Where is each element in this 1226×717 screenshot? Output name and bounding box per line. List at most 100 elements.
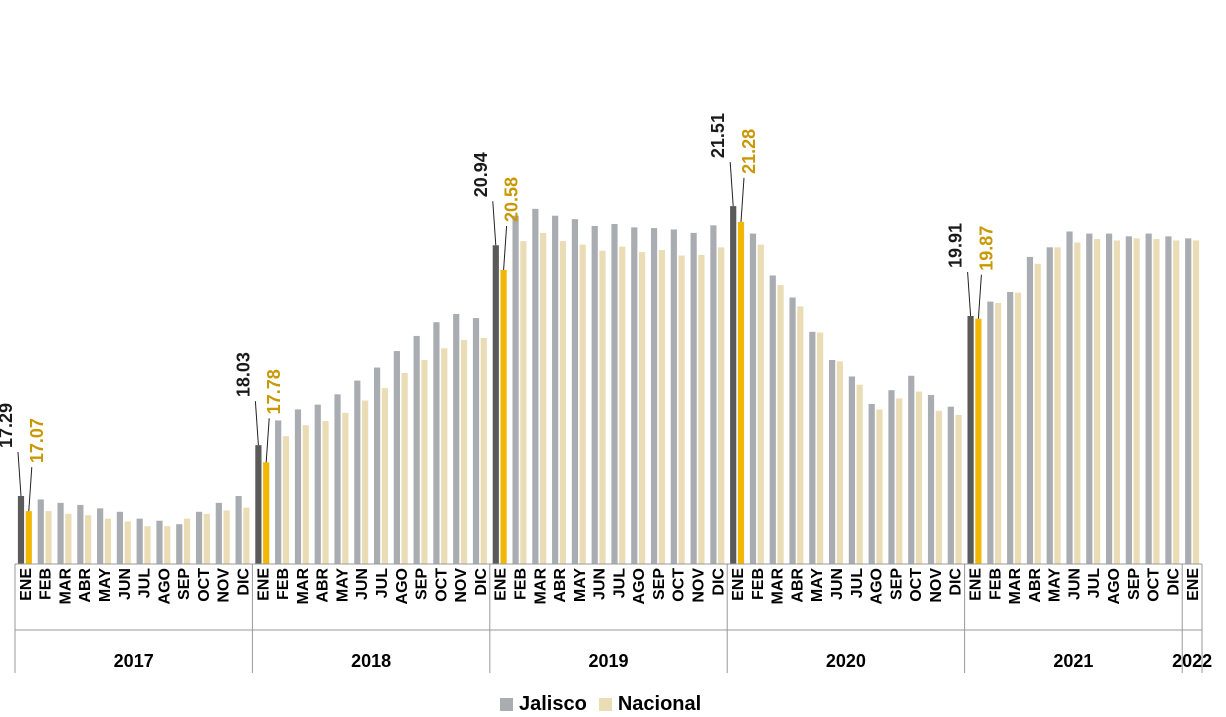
data-label-nacional: 20.58 xyxy=(502,177,522,222)
bar-jalisco xyxy=(1185,238,1192,564)
bar-jalisco xyxy=(809,331,816,564)
year-label: 2022 xyxy=(1172,651,1212,671)
month-tick-label: JUN xyxy=(354,568,371,600)
x-axis: ENE FEB MAR ABR MAY JUN JUL AGO SEP OCT NOV DIC ENE F… xyxy=(14,563,1212,673)
month-tick-label: MAY xyxy=(1047,568,1064,602)
month-tick-label: MAY xyxy=(572,568,589,602)
data-label-nacional: 17.78 xyxy=(264,369,284,414)
month-tick-label: FEB xyxy=(750,568,767,600)
month-tick-label: OCT xyxy=(196,568,213,602)
bar-nacional xyxy=(1153,239,1160,564)
bar-nacional xyxy=(520,241,527,564)
bar-jalisco xyxy=(1007,291,1014,564)
month-tick-label: SEP xyxy=(651,568,668,600)
month-tick-label: SEP xyxy=(176,568,193,600)
bar-jalisco xyxy=(354,380,361,564)
legend-swatch-nacional xyxy=(598,698,612,711)
year-label: 2018 xyxy=(351,651,391,671)
month-tick-label: DIC xyxy=(710,568,727,596)
bar-nacional xyxy=(658,250,665,565)
month-tick-label: ABR xyxy=(315,568,332,603)
bar-nacional xyxy=(797,306,804,564)
month-tick-label: DIC xyxy=(1165,568,1182,596)
bar-jalisco xyxy=(730,206,737,565)
bar-nacional xyxy=(243,507,250,564)
bar-jalisco xyxy=(710,225,717,564)
bar-nacional xyxy=(164,526,171,564)
month-tick-label: AGO xyxy=(869,568,886,604)
bar-jalisco xyxy=(908,375,915,564)
bar-nacional xyxy=(322,421,329,564)
bar-nacional xyxy=(995,302,1002,564)
bar-nacional xyxy=(1093,239,1101,564)
bar-jalisco xyxy=(373,367,381,564)
bar-nacional xyxy=(342,412,349,564)
legend-label-nacional: Nacional xyxy=(617,693,702,715)
bar-jalisco xyxy=(967,316,974,564)
bar-nacional xyxy=(777,285,784,564)
bar-nacional xyxy=(896,398,903,564)
month-tick-label: JUN xyxy=(1066,568,1083,600)
bar-nacional xyxy=(737,221,745,565)
bar-nacional xyxy=(203,513,210,564)
bar-nacional xyxy=(144,526,151,564)
bar-jalisco xyxy=(97,508,104,564)
month-tick-label: NOV xyxy=(928,568,945,603)
bar-jalisco xyxy=(512,215,519,564)
bar-jalisco xyxy=(294,409,302,564)
month-tick-label: JUL xyxy=(611,568,628,598)
bar-jalisco xyxy=(156,520,163,564)
month-tick-label: ENE xyxy=(967,568,984,601)
bar-jalisco xyxy=(195,511,203,564)
bar-jalisco xyxy=(1086,233,1093,564)
month-tick-label: JUL xyxy=(849,568,866,598)
month-tick-label: AGO xyxy=(394,568,411,604)
month-tick-label: OCT xyxy=(1146,568,1163,602)
bar-jalisco xyxy=(1066,231,1073,564)
bar-jalisco xyxy=(433,322,440,564)
data-label-jalisco: 19.91 xyxy=(946,223,966,268)
leader-line-nacional xyxy=(265,418,270,463)
month-tick-label: OCT xyxy=(433,568,450,602)
year-label: 2020 xyxy=(826,651,866,671)
bar-jalisco xyxy=(334,394,341,564)
bar-nacional xyxy=(559,241,567,564)
month-tick-label: ENE xyxy=(730,568,747,601)
bar-nacional xyxy=(619,246,626,564)
leader-line-nacional xyxy=(28,467,33,512)
month-tick-label: DIC xyxy=(473,568,490,596)
month-tick-label: AGO xyxy=(156,568,173,604)
bar-nacional xyxy=(718,247,725,564)
legend-item-jalisco: Jalisco xyxy=(500,693,587,716)
month-tick-label: NOV xyxy=(453,568,470,603)
bar-nacional xyxy=(540,232,547,564)
bar-nacional xyxy=(441,348,448,564)
bar-nacional xyxy=(263,462,270,564)
bar-jalisco xyxy=(37,499,44,564)
month-tick-label: JUN xyxy=(829,568,846,600)
bar-jalisco xyxy=(631,227,638,565)
month-tick-label: MAY xyxy=(97,568,114,602)
month-tick-label: MAR xyxy=(532,568,549,605)
month-tick-label: AGO xyxy=(1106,568,1123,604)
year-label: 2017 xyxy=(114,651,154,671)
bar-nacional xyxy=(1192,240,1200,564)
bar-chart: 17.29 17.07 18.03 17.78 20.94 20.58 21.51 21.28… xyxy=(0,113,1212,673)
bar-nacional xyxy=(480,337,487,564)
bar-nacional xyxy=(757,244,764,564)
bar-jalisco xyxy=(789,297,796,564)
bar-jalisco xyxy=(571,219,579,564)
month-tick-label: ABR xyxy=(77,568,94,603)
month-tick-label: FEB xyxy=(512,568,529,600)
bar-nacional xyxy=(381,388,388,564)
bar-nacional xyxy=(183,518,191,564)
bar-jalisco xyxy=(17,495,25,564)
legend-item-nacional: Nacional xyxy=(598,693,702,716)
bars-group xyxy=(17,206,1200,565)
bar-jalisco xyxy=(987,301,994,564)
bar-nacional xyxy=(1113,240,1120,564)
bar-nacional xyxy=(915,391,923,564)
bar-nacional xyxy=(579,244,586,564)
month-tick-label: ENE xyxy=(18,568,35,601)
legend: Jalisco Nacional xyxy=(500,693,701,716)
